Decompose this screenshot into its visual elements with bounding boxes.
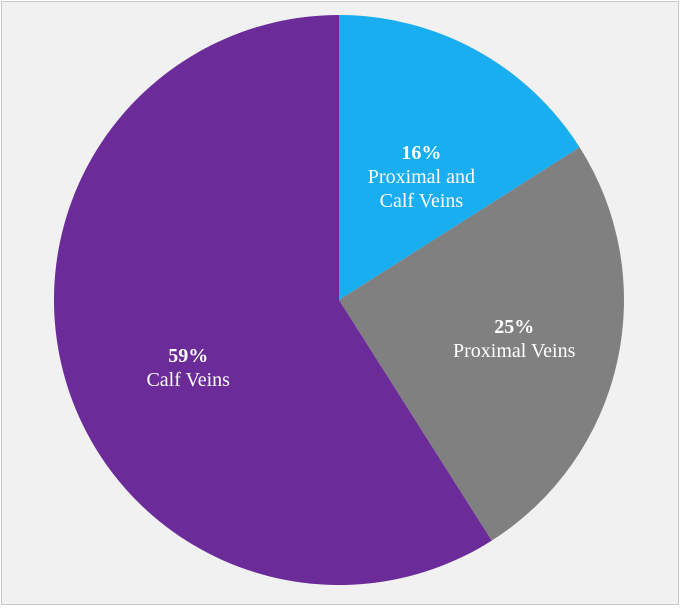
slice-label-proximal-veins: Proximal Veins <box>453 340 576 362</box>
slice-percent-proximal-veins: 25% <box>494 316 534 338</box>
slice-percent-calf-veins: 59% <box>168 345 208 367</box>
slice-label-proximal-and-calf-veins: Calf Veins <box>380 190 464 212</box>
data-label-calf-veins: 59%Calf Veins <box>146 345 230 391</box>
data-label-proximal-veins: 25%Proximal Veins <box>453 316 576 362</box>
pie-slices <box>53 15 624 585</box>
slice-label-calf-veins: Calf Veins <box>146 369 230 391</box>
pie-slice-calf-veins <box>53 15 492 585</box>
slice-percent-proximal-and-calf-veins: 16% <box>401 142 441 164</box>
pie-slice-proximal-and-calf-veins <box>339 15 580 300</box>
pie-slice-proximal-veins <box>339 147 624 541</box>
slice-label-proximal-and-calf-veins: Proximal and <box>368 166 475 188</box>
